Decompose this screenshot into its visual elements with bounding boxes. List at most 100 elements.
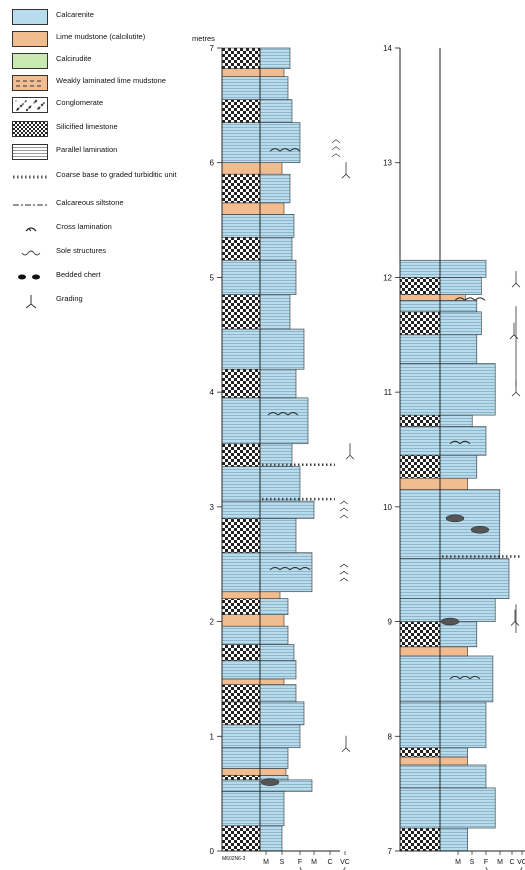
col2-grain-label-0: M <box>455 859 461 866</box>
col2-tick-label-6: 13 <box>383 159 392 168</box>
col1-tick-label-0: 0 <box>210 847 215 856</box>
col1-tick-label-7: 7 <box>210 44 215 53</box>
col2-bed-grain-11 <box>439 489 501 559</box>
col1-bed-lith-11 <box>221 644 261 661</box>
col1-cross-a-1 <box>277 412 289 416</box>
col1-grading-1 <box>341 735 351 753</box>
col1-cross-b-2 <box>289 567 301 571</box>
col2-bed-grain-22 <box>439 259 487 278</box>
col1-bed-lith-2 <box>221 779 261 792</box>
col1-bed-lith-32 <box>221 99 261 123</box>
col2-grading-4 <box>510 609 520 626</box>
col1-bed-grain-19 <box>259 466 301 502</box>
col2-bed-lith-15 <box>399 414 441 427</box>
col2-bed-grain-19 <box>439 300 478 313</box>
col2-tick-label-1: 8 <box>388 732 393 741</box>
col1-bed-lith-19 <box>221 466 261 502</box>
legend-item-conglomerate: Conglomerate <box>8 96 193 114</box>
col2-bed-lith-3 <box>399 756 441 766</box>
legend-label: Coarse base to graded turbiditic unit <box>56 170 177 179</box>
col1-bed-grain-33 <box>259 76 289 100</box>
col1-bed-grain-11 <box>259 644 295 661</box>
stack-grading-0-0 <box>339 500 349 505</box>
col1-bed-grain-30 <box>259 162 283 175</box>
col1-bed-lith-8 <box>221 684 261 703</box>
legend-label: Parallel lamination <box>56 145 118 154</box>
col1-bed-lith-0 <box>221 825 261 852</box>
col2-bed-grain-4 <box>439 747 468 758</box>
col2-bed-lith-16 <box>399 363 441 416</box>
col2-bed-lith-17 <box>399 334 441 364</box>
col1-bed-lith-3 <box>221 774 261 781</box>
weak-mud-swatch <box>12 75 48 91</box>
col1-grain-label-4: C <box>327 859 332 866</box>
col1-bed-grain-28 <box>259 202 285 215</box>
col1-bed-lith-15 <box>221 591 261 599</box>
col1-bed-lith-22 <box>221 368 261 399</box>
legend-label: Lime mudstone (calcilutite) <box>56 32 146 41</box>
chert-lens-2 <box>440 617 460 626</box>
col1-bed-grain-0 <box>259 825 283 852</box>
col2-bed-lith-19 <box>399 300 441 313</box>
col2-bed-lith-21 <box>399 277 441 295</box>
col1-bed-lith-33 <box>221 76 261 100</box>
col1-cross-c-2 <box>289 148 301 152</box>
col1-cross-c-1 <box>279 148 291 152</box>
col2-bed-lith-4 <box>399 747 441 758</box>
col1-bed-lith-1 <box>221 791 261 827</box>
stack-grading-2-1 <box>331 146 341 151</box>
legend-item-parallel: Parallel lamination <box>8 143 193 161</box>
sole-symbol <box>12 244 48 262</box>
stack-grading-1-2 <box>339 577 349 582</box>
col2-bed-grain-15 <box>439 414 473 427</box>
col1-bed-grain-5 <box>259 747 289 769</box>
col2-bed-grain-20 <box>439 294 466 301</box>
col2-grading-2 <box>509 322 519 340</box>
col1-bed-lith-16 <box>221 552 261 593</box>
col1-cross-a-2 <box>287 412 299 416</box>
col2-bed-grain-6 <box>439 655 494 703</box>
col1-bed-grain-1 <box>259 791 285 827</box>
col1-bed-lith-29 <box>221 173 261 204</box>
col2-bed-grain-12 <box>439 477 468 490</box>
col1-bed-grain-18 <box>259 500 315 519</box>
col1-grading-3 <box>345 443 355 460</box>
col1-grain-label-3: M <box>311 859 317 866</box>
col1-bed-lith-23 <box>221 328 261 370</box>
col2-bed-grain-5 <box>439 701 487 749</box>
col1-bed-grain-14 <box>259 598 289 615</box>
col2-tick-label-3: 10 <box>383 503 392 512</box>
col2-bed-lith-5 <box>399 701 441 749</box>
chert-symbol <box>12 268 48 286</box>
stack-grading-0-2 <box>339 514 349 519</box>
legend-item-coarse-base: Coarse base to graded turbiditic unit <box>8 168 193 186</box>
col2-bed-grain-10 <box>439 558 510 599</box>
legend-item-calcirudite: Calcirudite <box>8 52 193 70</box>
col1-tick-label-1: 1 <box>210 732 215 741</box>
col2-grain-label-5: VC <box>517 859 525 866</box>
col2-bed-lith-11 <box>399 489 441 559</box>
col1-cross-b-0 <box>269 567 281 571</box>
col2-bed-grain-14 <box>439 426 487 456</box>
col2-bed-grain-13 <box>439 454 478 479</box>
col1-bed-lith-4 <box>221 768 261 776</box>
col1-bed-lith-9 <box>221 678 261 685</box>
col1-bed-lith-21 <box>221 397 261 445</box>
legend-label: Calcareous siltstone <box>56 198 124 207</box>
col2-tick-label-0: 7 <box>388 847 393 856</box>
parallel-swatch <box>12 144 48 160</box>
col1-grain-label-0: M <box>263 859 269 866</box>
legend-item-chert: Bedded chert <box>8 268 193 286</box>
legend-item-mudstone: Lime mudstone (calcilutite) <box>8 30 193 48</box>
col2-tick-label-4: 11 <box>384 388 393 397</box>
col2-bed-lith-8 <box>399 621 441 648</box>
calcirudite-swatch <box>12 53 48 69</box>
legend-item-silicified: Silicified limestone <box>8 120 193 138</box>
col2-bed-grain-1 <box>439 787 496 829</box>
legend-label: Silicified limestone <box>56 122 118 131</box>
col2-grain-label-1: S <box>470 859 475 866</box>
col1-grain-label-1: S <box>280 859 285 866</box>
col2-cross-c-1 <box>459 440 471 445</box>
col1-bed-grain-9 <box>259 678 285 685</box>
legend-label: Sole structures <box>56 246 107 255</box>
